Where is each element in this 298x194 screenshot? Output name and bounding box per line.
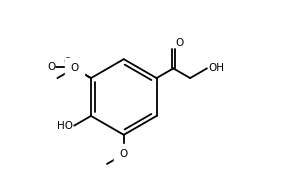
Text: O: O xyxy=(70,63,78,73)
Text: OH: OH xyxy=(208,63,224,73)
Text: O: O xyxy=(175,38,184,48)
Text: O: O xyxy=(120,149,128,159)
Text: O: O xyxy=(47,62,55,72)
Text: O: O xyxy=(63,57,72,67)
Text: HO: HO xyxy=(57,121,73,131)
